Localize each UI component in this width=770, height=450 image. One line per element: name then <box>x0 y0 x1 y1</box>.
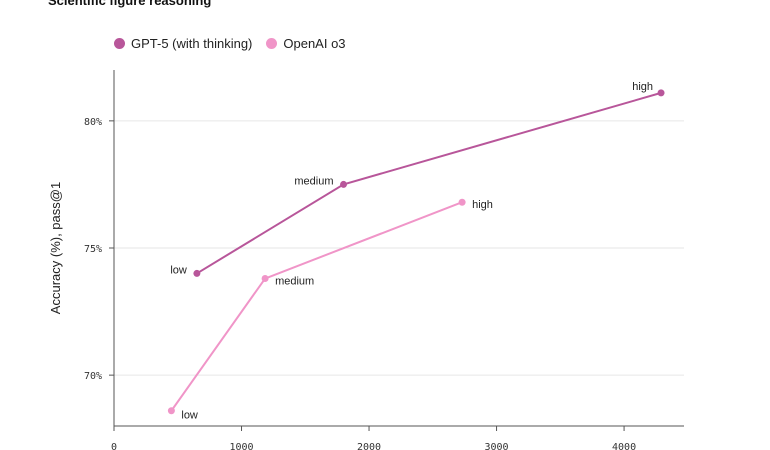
point-label: low <box>170 264 187 276</box>
y-tick-label: 80% <box>84 117 102 128</box>
x-tick-label: 1000 <box>229 442 253 450</box>
x-tick-label: 3000 <box>485 442 509 450</box>
data-point <box>167 407 175 415</box>
x-tick-label: 0 <box>111 442 117 450</box>
data-point <box>261 275 269 283</box>
point-label: medium <box>294 175 333 187</box>
point-label: high <box>632 81 653 93</box>
legend-label-o3: OpenAI o3 <box>283 36 346 51</box>
data-point <box>458 198 466 206</box>
legend-marker-o3 <box>266 38 278 49</box>
data-point <box>193 269 201 277</box>
legend-item-o3: OpenAI o3 <box>266 36 346 51</box>
y-tick-label: 75% <box>84 244 102 255</box>
legend-item-gpt5: GPT-5 (with thinking) <box>114 36 252 51</box>
chart-title: Scientific figure reasoning <box>48 0 212 8</box>
series-line-0 <box>196 91 662 275</box>
y-axis-label: Accuracy (%), pass@1 <box>48 182 63 314</box>
x-tick-label: 2000 <box>357 442 381 450</box>
point-label: high <box>472 199 493 211</box>
series-line-1 <box>170 201 463 412</box>
y-tick-label: 70% <box>84 371 102 382</box>
point-label: low <box>181 410 198 422</box>
data-point <box>340 180 348 188</box>
point-label: medium <box>275 276 314 288</box>
legend-label-gpt5: GPT-5 (with thinking) <box>131 36 253 51</box>
data-point <box>657 89 665 97</box>
legend-marker-gpt5 <box>114 38 125 49</box>
legend: GPT-5 (with thinking) OpenAI o3 <box>114 36 346 51</box>
x-tick-label: 4000 <box>612 442 636 450</box>
